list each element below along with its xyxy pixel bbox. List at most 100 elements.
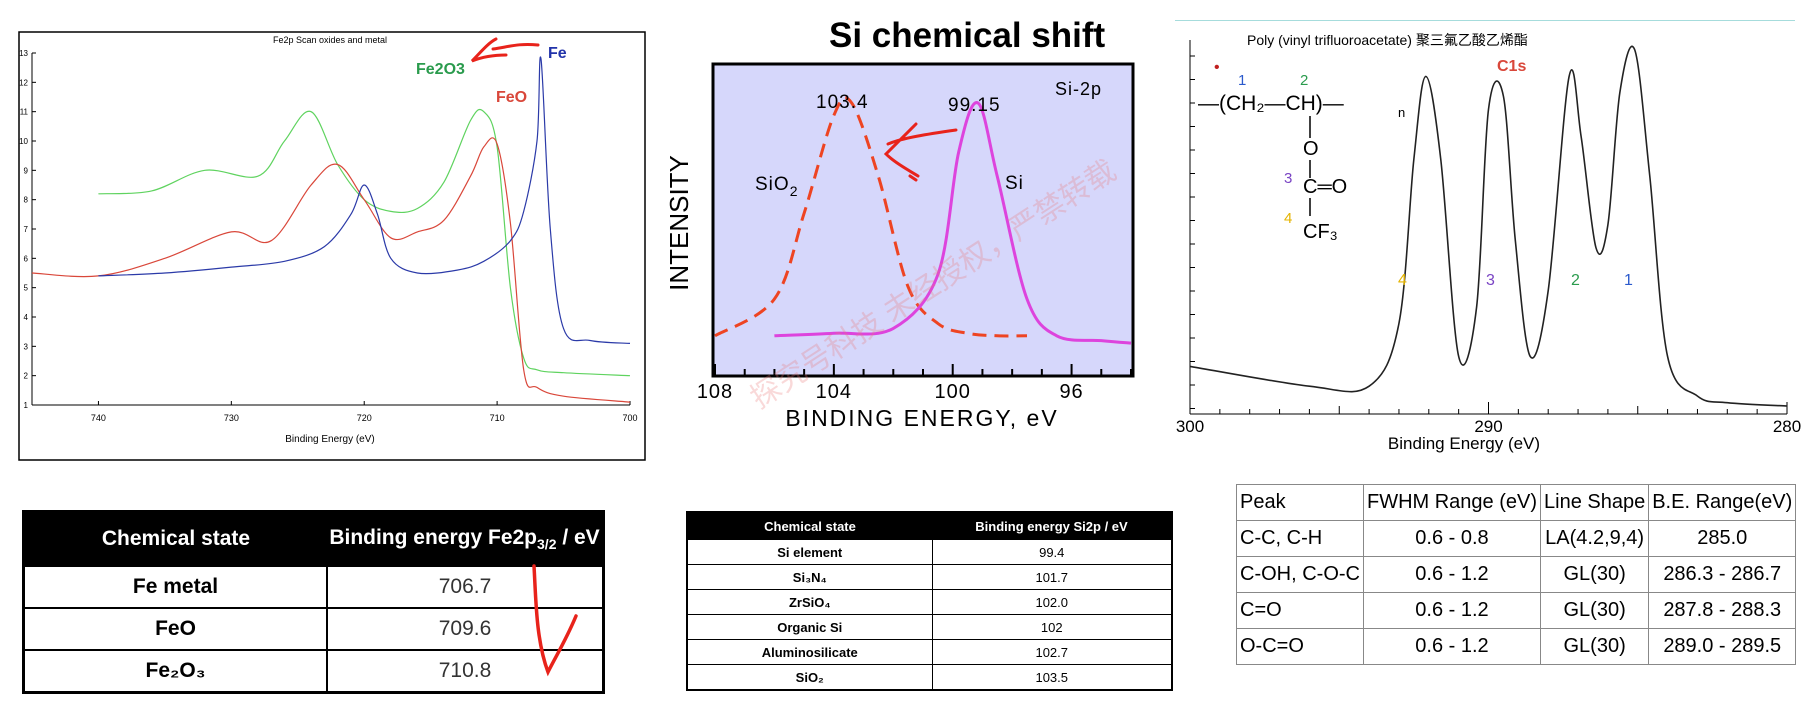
- fe-x-tick-label: 700: [622, 413, 637, 423]
- table-row: O-C=O 0.6 - 1.2 GL(30) 289.0 - 289.5: [1236, 628, 1797, 665]
- c-x-tick-label: 280: [1773, 417, 1801, 436]
- fe-table-header-state: Chemical state: [23, 511, 327, 566]
- c-table-be: 285.0: [1648, 520, 1797, 557]
- structure-num-4: 4: [1284, 210, 1292, 227]
- c1s-peak-label-4: 4: [1398, 272, 1407, 289]
- si-y-axis-label: INTENSITY: [664, 155, 694, 291]
- structure-num-3: 3: [1284, 170, 1292, 187]
- table-row: C-C, C-H 0.6 - 0.8 LA(4.2,9,4) 285.0: [1236, 520, 1797, 557]
- c-x-tick-label: 290: [1474, 417, 1502, 436]
- fe-y-tick-label: 3: [24, 342, 29, 351]
- fe-y-tick-label: 5: [24, 284, 29, 293]
- series-line-c1s: [1189, 45, 1788, 407]
- c1s-peak-label-3: 3: [1486, 272, 1495, 289]
- c-table-peak: C-C, C-H: [1236, 520, 1364, 557]
- c-table-peak: C=O: [1236, 592, 1364, 629]
- structure-dot: •: [1214, 59, 1220, 76]
- fe-table-value: 709.6: [326, 607, 605, 651]
- feo-label: FeO: [496, 89, 527, 106]
- table-row: Si₃N₄ 101.7: [686, 564, 1173, 590]
- si-x-tick-label: 100: [935, 381, 971, 403]
- fe-chart-title: Fe2p Scan oxides and metal: [273, 35, 387, 45]
- si2p-chart: INTENSITY 108 104 100 96 BINDING ENERGY, eV…: [664, 62, 1135, 431]
- fe-table-header-energy: Binding energy Fe2p3/2 / eV: [327, 511, 604, 566]
- fe-y-tick-label: 4: [24, 313, 29, 322]
- si-table-value: 103.5: [931, 664, 1173, 691]
- structure-co: C═O: [1303, 176, 1347, 198]
- fe-label: Fe: [548, 45, 567, 62]
- si-table-state: Aluminosilicate: [686, 639, 933, 665]
- c-x-tick-label: 300: [1176, 417, 1204, 436]
- si-table-state: Si element: [686, 539, 933, 565]
- c-table-be: 289.0 - 289.5: [1648, 628, 1797, 665]
- fe-y-tick-label: 1: [24, 401, 29, 410]
- pvtfa-structure: 1 2 —(CH₂—CH)— n O 3 C═O 4 CF₃: [1198, 72, 1405, 243]
- structure-sub-n: n: [1398, 105, 1405, 120]
- series-line-si: [774, 101, 1132, 345]
- fe-y-tick-label: 6: [24, 254, 29, 263]
- c-table-be: 286.3 - 286.7: [1648, 556, 1797, 593]
- fe-y-tick-label: 7: [24, 225, 29, 234]
- si-table-value: 99.4: [931, 539, 1173, 565]
- table-row: C=O 0.6 - 1.2 GL(30) 287.8 - 288.3: [1236, 592, 1797, 629]
- fe-x-axis-label: Binding Energy (eV): [285, 434, 375, 445]
- fe2p-chart: Fe2p Scan oxides and metal 1234567891011…: [18, 31, 646, 461]
- table-row: Fe₂O₃ 710.8: [22, 649, 605, 694]
- c-table-header-row: Peak FWHM Range (eV) Line Shape B.E. Ran…: [1236, 484, 1797, 521]
- structure-num-1: 1: [1238, 72, 1246, 89]
- fe-table-value: 706.7: [326, 565, 605, 609]
- c-chart-top-rule: [1175, 20, 1795, 21]
- si-peak-label-si: 99.15: [948, 95, 1001, 116]
- si-x-axis-label: BINDING ENERGY, eV: [785, 405, 1058, 431]
- sio2-label: SiO2: [755, 174, 798, 199]
- fe-table-header-row: Chemical state Binding energy Fe2p3/2 / …: [23, 511, 604, 566]
- fe-x-tick-label: 710: [490, 413, 505, 423]
- si-chart-title: Si chemical shift: [829, 16, 1106, 55]
- c-table-shape: LA(4.2,9,4): [1540, 520, 1650, 557]
- si-2p-label: Si-2p: [1055, 79, 1102, 99]
- table-row: ZrSiO₄ 102.0: [686, 589, 1173, 615]
- c1s-chart: 300 290 280 Binding Energy (eV) C1s • 1 2 …: [1176, 40, 1801, 453]
- fe-table-state: Fe₂O₃: [22, 649, 328, 694]
- si-annotation-arrow: [883, 122, 958, 182]
- fe-x-tick-label: 740: [91, 413, 106, 423]
- si-table-header-row: Chemical state Binding energy Si2p / eV: [687, 512, 1172, 540]
- c-x-axis-label: Binding Energy (eV): [1388, 434, 1540, 453]
- c-table-fwhm: 0.6 - 1.2: [1362, 592, 1542, 629]
- si-table-value: 101.7: [931, 564, 1173, 590]
- c-chart-title: Poly (vinyl trifluoroacetate) 聚三氟乙酸乙烯酯: [1247, 32, 1528, 48]
- fe-y-tick-label: 12: [19, 78, 28, 87]
- si-binding-energy-table: Chemical state Binding energy Si2p / eV …: [686, 511, 1173, 691]
- c-table-header-be: B.E. Range(eV): [1648, 484, 1797, 521]
- c-table-header-fwhm: FWHM Range (eV): [1362, 484, 1542, 521]
- si-table-state: SiO₂: [686, 664, 933, 691]
- fe-y-tick-label: 2: [24, 372, 29, 381]
- table-row: Organic Si 102: [686, 614, 1173, 640]
- c1s-peak-label-1: 1: [1624, 272, 1633, 289]
- c1s-peak-label-2: 2: [1571, 272, 1580, 289]
- series-line-fe: [98, 56, 631, 344]
- fe-chart-frame: [18, 31, 646, 461]
- c-table-shape: GL(30): [1540, 628, 1650, 665]
- si-plot-area: [711, 62, 1135, 378]
- table-row: Fe metal 706.7: [22, 565, 605, 609]
- fe2o3-label: Fe2O3: [416, 61, 465, 78]
- si-table-header-energy: Binding energy Si2p / eV: [932, 512, 1172, 540]
- c1s-label: C1s: [1497, 58, 1526, 75]
- c-table-fwhm: 0.6 - 0.8: [1362, 520, 1542, 557]
- fe-binding-energy-table: Chemical state Binding energy Fe2p3/2 / …: [22, 510, 605, 694]
- si-table-value: 102.7: [931, 639, 1173, 665]
- si-table-state: Si₃N₄: [686, 564, 933, 590]
- c-table-fwhm: 0.6 - 1.2: [1362, 628, 1542, 665]
- c-table-peak: C-OH, C-O-C: [1236, 556, 1364, 593]
- fe-y-tick-label: 9: [24, 166, 29, 175]
- table-row: Aluminosilicate 102.7: [686, 639, 1173, 665]
- c1s-peak-table: Peak FWHM Range (eV) Line Shape B.E. Ran…: [1236, 484, 1797, 665]
- si-table-state: Organic Si: [686, 614, 933, 640]
- si-table-value: 102.0: [931, 589, 1173, 615]
- table-row: C-OH, C-O-C 0.6 - 1.2 GL(30) 286.3 - 286.7: [1236, 556, 1797, 593]
- c-table-shape: GL(30): [1540, 556, 1650, 593]
- fe-annotation-arrow: [470, 37, 540, 63]
- c-table-shape: GL(30): [1540, 592, 1650, 629]
- fe-table-state: Fe metal: [22, 565, 328, 609]
